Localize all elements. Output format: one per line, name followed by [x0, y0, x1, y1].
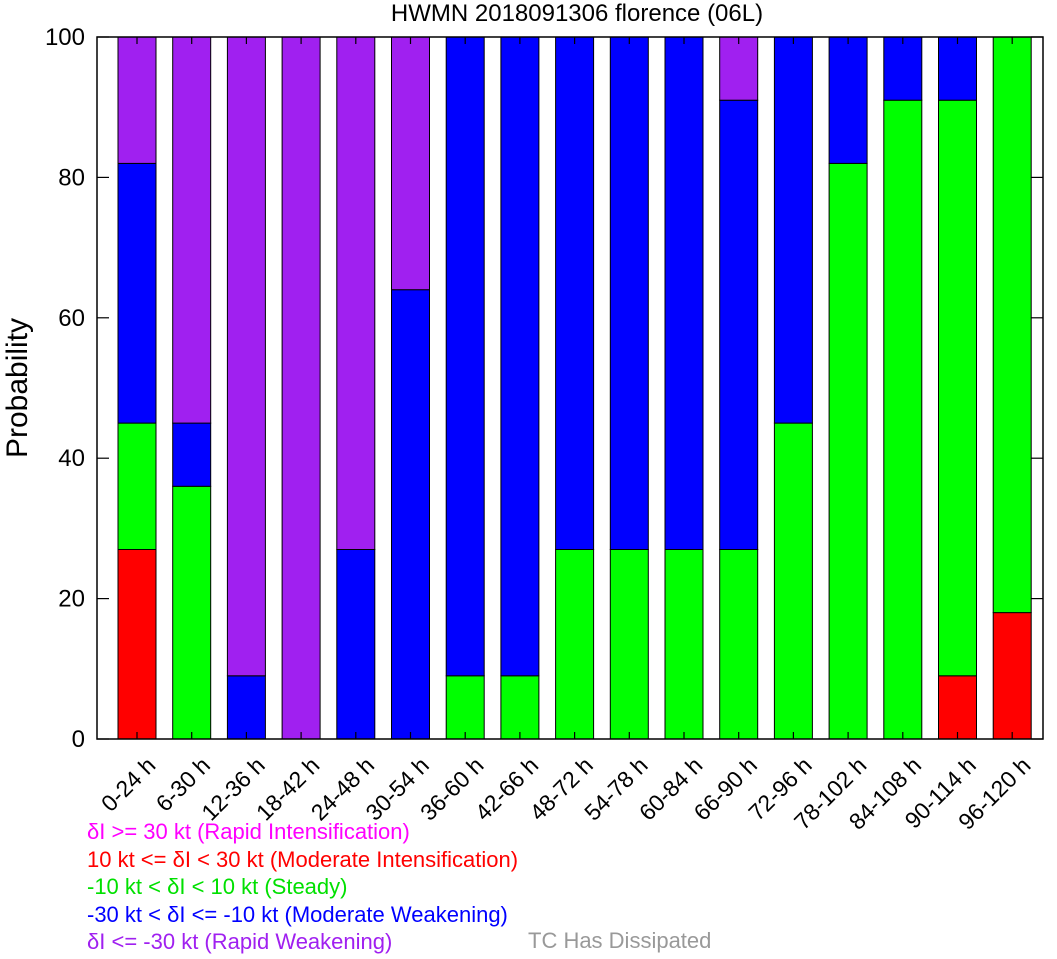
bar-segment-mw-2 — [226, 675, 266, 740]
bar-segment-st-6 — [445, 675, 485, 740]
bar-segment-rw-3 — [281, 36, 321, 740]
bar-segment-mw-1 — [172, 422, 212, 487]
bar-segment-rw-11 — [719, 36, 759, 101]
y-tick-label-20: 20 — [58, 586, 85, 613]
bar-segment-mw-13 — [828, 36, 868, 164]
bar-segment-st-16 — [992, 36, 1032, 614]
bar-segment-rw-4 — [336, 36, 376, 550]
bar-segment-mw-15 — [938, 36, 977, 101]
bar-segment-st-13 — [828, 162, 868, 740]
y-tick-label-80: 80 — [58, 164, 85, 191]
legend-item-rapid-weakening: δI <= -30 kt (Rapid Weakening) — [87, 929, 393, 954]
bar-segment-st-14 — [883, 99, 923, 740]
y-axis-label: Probability — [1, 318, 34, 458]
bar-segment-mi-15 — [938, 675, 977, 740]
legend-item-steady: -10 kt < δI < 10 kt (Steady) — [87, 874, 348, 899]
y-tick-label-60: 60 — [58, 305, 85, 332]
bar-segment-mi-0 — [117, 549, 157, 740]
bar-segment-mw-8 — [555, 36, 595, 550]
y-tick-label-100: 100 — [45, 24, 85, 51]
bar-segment-st-7 — [500, 675, 540, 740]
plot-frame — [96, 36, 1044, 740]
bar-segment-st-11 — [719, 549, 759, 740]
legend-item-tc-dissipated: TC Has Dissipated — [528, 928, 712, 953]
y-tick-label-40: 40 — [58, 445, 85, 472]
bar-segment-st-1 — [172, 485, 212, 740]
x-tick-label-0: 0-24 h — [96, 752, 161, 817]
bar-segment-mw-6 — [445, 36, 485, 677]
legend-item-moderate-intensification: 10 kt <= δI < 30 kt (Moderate Intensific… — [87, 846, 519, 872]
bar-segment-st-8 — [555, 549, 595, 740]
bar-segment-mw-10 — [664, 36, 704, 550]
legend: δI >= 30 kt (Rapid Intensification) 10 k… — [87, 818, 518, 956]
bar-segment-rw-2 — [226, 36, 266, 677]
bar-segment-mw-0 — [117, 162, 157, 424]
bar-segment-st-12 — [773, 422, 813, 740]
legend-item-rapid-intensification: δI >= 30 kt (Rapid Intensification) — [87, 819, 410, 844]
bar-segment-mw-11 — [719, 99, 759, 550]
bar-segment-mw-12 — [773, 36, 813, 424]
bar-segment-mw-14 — [883, 36, 923, 101]
legend-item-moderate-weakening: -30 kt < δI <= -10 kt (Moderate Weakenin… — [87, 901, 508, 927]
bar-segment-st-0 — [117, 422, 157, 551]
bar-segment-mw-5 — [391, 289, 430, 740]
bar-segment-rw-0 — [117, 36, 157, 164]
bar-segment-rw-5 — [391, 36, 430, 291]
bar-segment-st-10 — [664, 549, 704, 740]
bar-segment-rw-1 — [172, 36, 212, 424]
bars-group — [117, 36, 1032, 740]
bar-segment-st-9 — [609, 549, 649, 740]
chart-title: HWMN 2018091306 florence (06L) — [391, 0, 763, 27]
bar-segment-st-15 — [938, 99, 977, 677]
bar-segment-mi-16 — [992, 612, 1032, 740]
bar-segment-mw-7 — [500, 36, 540, 677]
bar-segment-mw-9 — [609, 36, 649, 550]
bar-segment-mw-4 — [336, 549, 376, 740]
y-tick-label-0: 0 — [72, 726, 85, 753]
